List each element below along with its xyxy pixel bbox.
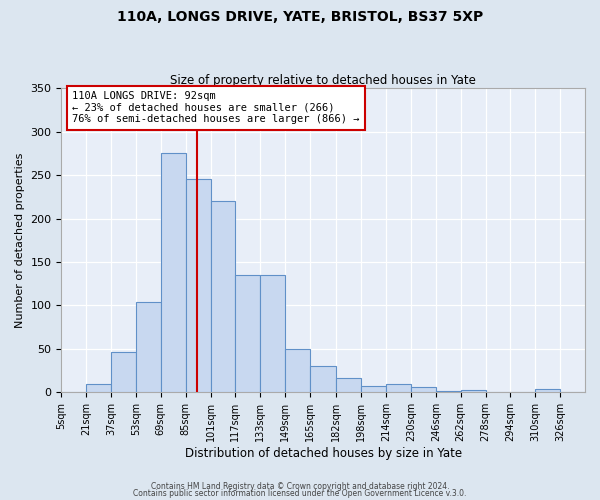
Bar xyxy=(436,390,461,392)
Bar xyxy=(86,384,111,392)
Bar xyxy=(260,275,285,392)
Bar xyxy=(161,154,185,392)
Bar xyxy=(185,180,211,392)
Bar xyxy=(461,390,485,392)
Text: Contains public sector information licensed under the Open Government Licence v.: Contains public sector information licen… xyxy=(133,490,467,498)
Bar xyxy=(535,389,560,392)
Bar xyxy=(337,378,361,392)
Bar xyxy=(386,384,411,392)
Bar xyxy=(310,366,337,392)
Text: 110A LONGS DRIVE: 92sqm
← 23% of detached houses are smaller (266)
76% of semi-d: 110A LONGS DRIVE: 92sqm ← 23% of detache… xyxy=(72,91,359,124)
Bar xyxy=(136,302,161,392)
X-axis label: Distribution of detached houses by size in Yate: Distribution of detached houses by size … xyxy=(185,447,462,460)
Bar xyxy=(411,387,436,392)
Bar xyxy=(235,275,260,392)
Text: 110A, LONGS DRIVE, YATE, BRISTOL, BS37 5XP: 110A, LONGS DRIVE, YATE, BRISTOL, BS37 5… xyxy=(117,10,483,24)
Text: Contains HM Land Registry data © Crown copyright and database right 2024.: Contains HM Land Registry data © Crown c… xyxy=(151,482,449,491)
Bar xyxy=(361,386,386,392)
Bar xyxy=(285,349,310,393)
Y-axis label: Number of detached properties: Number of detached properties xyxy=(15,152,25,328)
Bar xyxy=(111,352,136,393)
Bar xyxy=(211,201,235,392)
Title: Size of property relative to detached houses in Yate: Size of property relative to detached ho… xyxy=(170,74,476,87)
